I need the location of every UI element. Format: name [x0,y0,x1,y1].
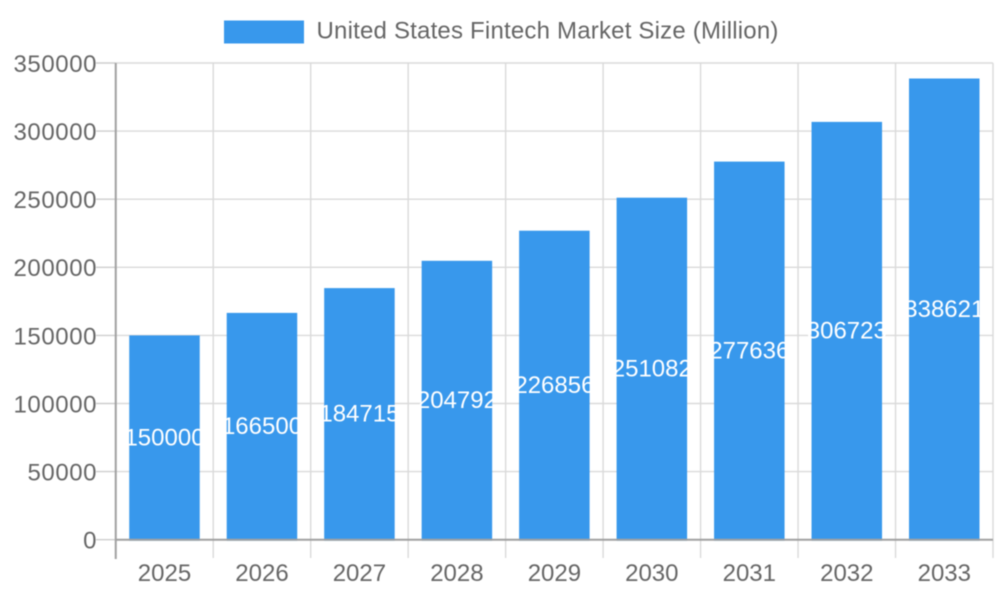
svg-text:150000: 150000 [124,424,204,451]
svg-text:100000: 100000 [14,391,97,418]
svg-text:2032: 2032 [820,560,873,587]
svg-text:226856: 226856 [514,372,594,399]
svg-text:2027: 2027 [333,560,386,587]
svg-text:184715: 184715 [319,401,399,428]
svg-text:0: 0 [83,528,96,555]
svg-text:251082: 251082 [612,356,692,383]
svg-text:150000: 150000 [14,323,97,350]
svg-text:United States Fintech Market S: United States Fintech Market Size (Milli… [317,17,779,44]
svg-text:2025: 2025 [138,560,191,587]
svg-text:306723: 306723 [807,318,887,345]
svg-text:2031: 2031 [723,560,776,587]
svg-text:350000: 350000 [14,51,97,78]
svg-text:338621: 338621 [904,296,984,323]
svg-text:277636: 277636 [709,337,789,364]
svg-text:2033: 2033 [918,560,971,587]
svg-text:2029: 2029 [528,560,581,587]
svg-text:2028: 2028 [430,560,483,587]
svg-text:250000: 250000 [14,187,97,214]
svg-text:2030: 2030 [625,560,678,587]
svg-text:300000: 300000 [14,119,97,146]
svg-text:166500: 166500 [222,413,302,440]
svg-text:50000: 50000 [28,460,97,487]
svg-text:200000: 200000 [14,255,97,282]
svg-text:204792: 204792 [417,387,497,414]
svg-text:2026: 2026 [235,560,288,587]
